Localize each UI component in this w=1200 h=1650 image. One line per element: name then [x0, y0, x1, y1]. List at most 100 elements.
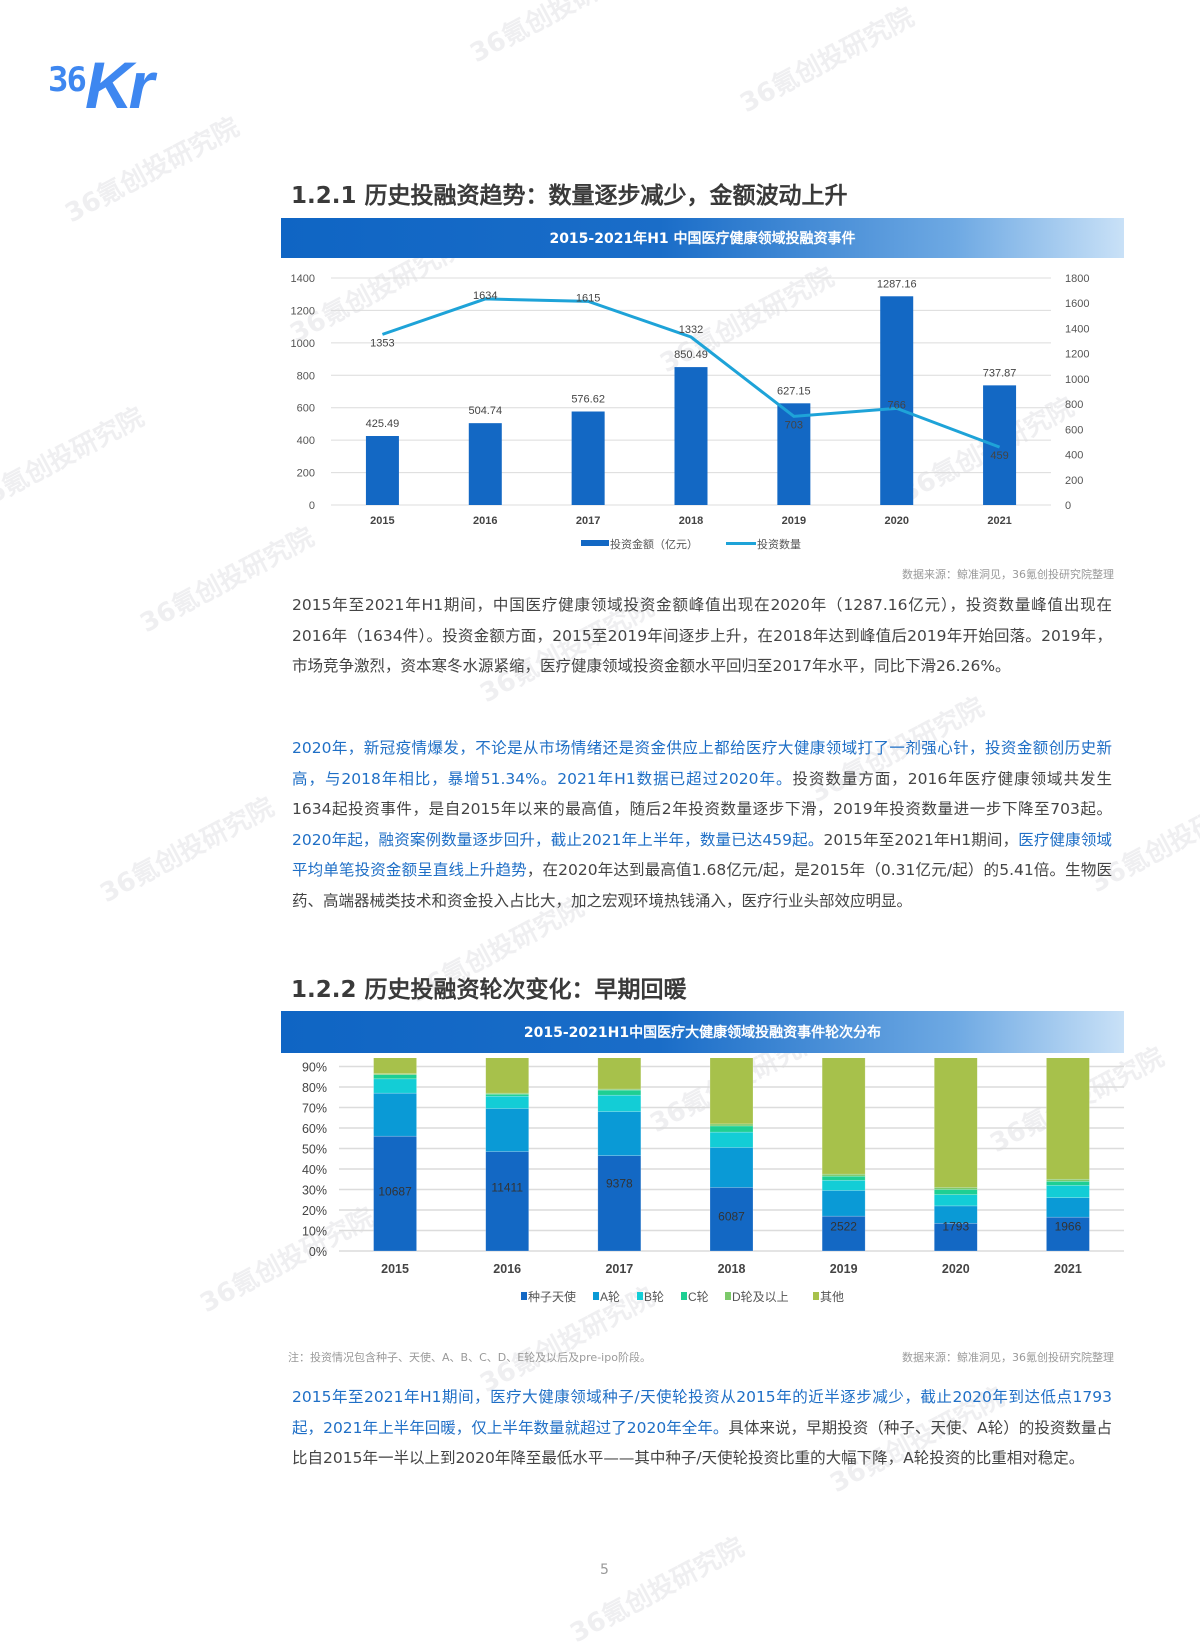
stacked-segment [709, 1131, 754, 1148]
stacked-segment [821, 1058, 866, 1175]
paragraph-3: 2015年至2021年H1期间，医疗大健康领域种子/天使轮投资从2015年的近半… [292, 1382, 1112, 1474]
line-value-label: 703 [785, 419, 803, 431]
x-tick: 2016 [493, 1262, 521, 1276]
y-left-tick: 800 [297, 370, 315, 382]
legend-label: B轮 [644, 1290, 664, 1304]
x-tick: 2018 [718, 1262, 746, 1276]
x-tick: 2018 [679, 515, 703, 527]
stacked-segment [1046, 1058, 1090, 1180]
x-tick: 2019 [782, 515, 806, 527]
line-value-label: 1332 [679, 324, 703, 336]
stacked-segment [597, 1094, 642, 1112]
stacked-segment [597, 1058, 642, 1090]
stacked-segment [709, 1187, 754, 1252]
line-value-label: 1615 [576, 292, 600, 304]
x-tick: 2021 [1054, 1262, 1082, 1276]
y-left-tick: 200 [297, 468, 315, 480]
legend-label: 种子天使 [528, 1289, 576, 1304]
section-title-1-2-1: 1.2.1 历史投融资趋势：数量逐步减少，金额波动上升 [291, 183, 848, 209]
body-text: 具体来说，早期投资（种子、天使、A轮）的投资数量占比自2015年一半以上到202… [292, 1418, 1112, 1468]
y-left-tick: 400 [297, 435, 315, 447]
stacked-segment [1046, 1185, 1090, 1199]
stacked-segment [597, 1111, 642, 1156]
y-left-tick: 1400 [291, 273, 315, 285]
y-left-tick: 0 [309, 500, 315, 512]
stacked-segment [485, 1058, 530, 1094]
body-text: ，在2020年达到最高值1.68亿元/起，是2015年（0.31亿元/起）的5.… [292, 861, 1112, 910]
segment-value-label: 2522 [830, 1220, 857, 1234]
logo-kr: Kr [84, 48, 154, 122]
stacked-segment [933, 1058, 978, 1188]
watermark: 36氪创投研究院 [60, 112, 245, 230]
line-value-label: 766 [888, 399, 906, 411]
x-tick: 2021 [987, 515, 1011, 527]
bar-investment-amount [674, 367, 708, 505]
watermark: 36氪创投研究院 [565, 1532, 750, 1650]
bar-investment-amount [365, 436, 399, 505]
y-right-tick: 400 [1065, 450, 1083, 462]
highlight-text: 医疗健康领域平均单笔投资金额呈直线上升趋势 [292, 830, 1112, 880]
legend-label: 投资数量 [757, 537, 801, 551]
watermark: 36氪创投研究院 [735, 2, 920, 120]
highlight-text: 2020年起，融资案例数量逐步回升，截止2021年上半年，数量已达459起。 [292, 830, 824, 849]
legend-swatch [681, 1292, 687, 1300]
stacked-segment [933, 1194, 978, 1207]
stacked-segment [709, 1123, 754, 1127]
line-value-label: 1634 [473, 290, 497, 302]
legend-label: D轮及以上 [732, 1290, 789, 1304]
stacked-segment [933, 1187, 978, 1190]
highlight-text: 2020年，新冠疫情爆发，不论是从市场情绪还是资金供应上都给医疗大健康领域打了一… [292, 739, 1112, 788]
x-tick: 2019 [830, 1262, 858, 1276]
x-tick: 2017 [605, 1262, 633, 1276]
y-right-tick: 0 [1065, 500, 1071, 512]
legend-swatch [725, 1292, 731, 1300]
stacked-segment [373, 1073, 417, 1076]
y-right-tick: 200 [1065, 475, 1083, 487]
chart-title-banner-2: 2015-2021H1中国医疗大健康领域投融资事件轮次分布 [281, 1011, 1124, 1053]
y-right-tick: 800 [1065, 399, 1083, 411]
y-tick: 80% [302, 1081, 327, 1095]
legend-label: 其他 [820, 1290, 844, 1304]
stacked-segment [933, 1189, 978, 1195]
36kr-logo: 36 Kr [48, 48, 154, 122]
watermark: 36氪创投研究院 [0, 402, 150, 520]
y-tick: 60% [302, 1122, 327, 1136]
stacked-segment [373, 1092, 417, 1137]
stacked-segment [1046, 1216, 1090, 1252]
x-tick: 2020 [884, 515, 908, 527]
stacked-segment [373, 1135, 417, 1252]
legend-swatch [593, 1292, 599, 1300]
y-tick: 20% [302, 1204, 327, 1218]
bar-investment-amount [468, 423, 502, 505]
bar-value-label: 576.62 [571, 394, 605, 406]
legend-swatch-line [726, 542, 756, 545]
y-tick: 70% [302, 1102, 327, 1116]
segment-value-label: 10687 [378, 1185, 412, 1199]
stacked-segment [485, 1095, 530, 1109]
y-tick: 10% [302, 1225, 327, 1239]
legend-swatch [813, 1292, 819, 1300]
body-text: 投资数量方面，2016年医疗健康领域共发生1634起投资事件，是自2015年以来… [292, 769, 1112, 819]
segment-value-label: 11411 [491, 1181, 523, 1195]
x-tick: 2017 [576, 515, 600, 527]
stacked-segment [709, 1147, 754, 1188]
legend-label: C轮 [688, 1290, 709, 1304]
stacked-segment [1046, 1181, 1090, 1186]
stacked-segment [485, 1108, 530, 1152]
stacked-segment [821, 1190, 866, 1217]
bar-value-label: 425.49 [366, 418, 400, 430]
stacked-segment [709, 1058, 754, 1125]
watermark: 36氪创投研究院 [465, 0, 650, 70]
stacked-segment [821, 1215, 866, 1252]
y-tick: 0% [309, 1245, 327, 1259]
y-left-tick: 1000 [291, 338, 315, 350]
stacked-segment [373, 1078, 417, 1094]
paragraph-2: 2020年，新冠疫情爆发，不论是从市场情绪还是资金供应上都给医疗大健康领域打了一… [292, 733, 1112, 916]
chart-title-banner-1: 2015-2021年H1 中国医疗健康领域投融资事件 [281, 218, 1124, 258]
y-right-tick: 1200 [1065, 349, 1089, 361]
y-right-tick: 1600 [1065, 298, 1089, 310]
y-tick: 50% [302, 1143, 327, 1157]
y-right-tick: 1400 [1065, 323, 1089, 335]
x-tick: 2016 [473, 515, 497, 527]
chart-footnote: 注：投资情况包含种子、天使、A、B、C、D、E轮及以后及pre-ipo阶段。 [288, 1351, 651, 1364]
